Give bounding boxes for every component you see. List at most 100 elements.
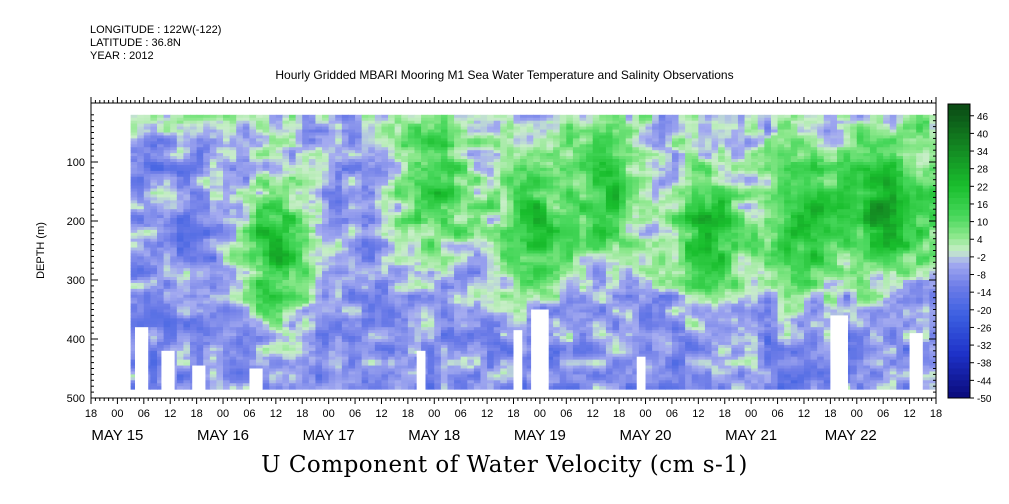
heatmap-cell: [447, 194, 455, 198]
heatmap-cell: [341, 167, 349, 172]
heatmap-cell: [242, 291, 250, 296]
heatmap-cell: [170, 371, 178, 375]
heatmap-cell: [434, 117, 442, 122]
heatmap-cell: [394, 359, 402, 364]
heatmap-cell: [381, 194, 389, 198]
heatmap-cell: [282, 353, 290, 358]
heatmap-cell: [242, 277, 250, 281]
heatmap-cell: [242, 365, 250, 369]
heatmap-cell: [183, 114, 191, 119]
heatmap-cell: [341, 312, 349, 316]
heatmap-cell: [236, 315, 244, 319]
heatmap-cell: [229, 132, 237, 136]
heatmap-cell: [322, 241, 330, 246]
heatmap-cell: [361, 285, 369, 290]
heatmap-cell: [407, 176, 415, 181]
heatmap-cell: [223, 268, 231, 272]
heatmap-cell: [190, 238, 198, 243]
heatmap-cell: [374, 268, 382, 272]
heatmap-cell: [421, 336, 429, 340]
heatmap-cell: [256, 141, 264, 145]
heatmap-cell: [295, 371, 303, 375]
heatmap-cell: [328, 265, 336, 269]
heatmap-cell: [275, 277, 283, 281]
heatmap-cell: [242, 162, 250, 166]
heatmap-cell: [216, 123, 224, 128]
heatmap-cell: [315, 327, 323, 331]
heatmap-cell: [460, 271, 468, 275]
heatmap-cell: [150, 176, 158, 181]
heatmap-cell: [223, 209, 231, 213]
heatmap-cell: [295, 206, 303, 210]
heatmap-cell: [315, 306, 323, 310]
heatmap-cell: [163, 341, 171, 346]
heatmap-cell: [196, 259, 204, 263]
heatmap-cell: [176, 221, 184, 225]
heatmap-cell: [473, 179, 481, 184]
heatmap-cell: [256, 256, 264, 260]
heatmap-cell: [394, 386, 402, 390]
heatmap-cell: [275, 327, 283, 331]
heatmap-cell: [137, 114, 145, 119]
heatmap-cell: [229, 126, 237, 131]
heatmap-cell: [341, 247, 349, 251]
heatmap-cell: [137, 339, 145, 343]
heatmap-cell: [328, 235, 336, 240]
heatmap-cell: [242, 256, 250, 260]
heatmap-cell: [460, 176, 468, 181]
heatmap-cell: [176, 212, 184, 216]
heatmap-cell: [401, 294, 409, 299]
heatmap-cell: [229, 123, 237, 128]
heatmap-cell: [480, 123, 488, 128]
heatmap-cell: [407, 386, 415, 390]
heatmap-cell: [341, 203, 349, 207]
heatmap-cell: [308, 159, 316, 163]
heatmap-cell: [414, 265, 422, 269]
heatmap-cell: [275, 324, 283, 328]
heatmap-cell: [269, 188, 277, 192]
heatmap-cell: [262, 188, 270, 192]
heatmap-cell: [440, 159, 448, 163]
heatmap-cell: [262, 336, 270, 340]
heatmap-cell: [289, 356, 297, 361]
heatmap-cell: [394, 223, 402, 228]
heatmap-cell: [308, 238, 316, 243]
heatmap-cell: [130, 274, 138, 278]
heatmap-cell: [183, 377, 191, 381]
heatmap-cell: [256, 336, 264, 340]
heatmap-cell: [289, 209, 297, 213]
heatmap-cell: [467, 371, 475, 375]
heatmap-cell: [236, 135, 244, 139]
heatmap-cell: [157, 318, 165, 322]
heatmap-cell: [322, 268, 330, 272]
heatmap-cell: [361, 274, 369, 278]
heatmap-cell: [388, 197, 396, 201]
heatmap-cell: [183, 120, 191, 125]
heatmap-cell: [170, 250, 178, 254]
heatmap-cell: [401, 250, 409, 254]
heatmap-cell: [163, 215, 171, 219]
heatmap-cell: [480, 212, 488, 216]
heatmap-cell: [335, 356, 343, 361]
heatmap-cell: [282, 120, 290, 125]
heatmap-cell: [361, 362, 369, 367]
heatmap-cell: [275, 274, 283, 278]
heatmap-cell: [130, 315, 138, 319]
heatmap-cell: [302, 386, 310, 390]
heatmap-cell: [209, 291, 217, 296]
heatmap-cell: [407, 312, 415, 316]
heatmap-cell: [150, 253, 158, 257]
heatmap-cell: [361, 386, 369, 390]
heatmap-cell: [335, 383, 343, 387]
heatmap-cell: [374, 282, 382, 287]
heatmap-cell: [447, 176, 455, 181]
heatmap-cell: [473, 315, 481, 319]
heatmap-cell: [480, 129, 488, 133]
heatmap-cell: [249, 265, 257, 269]
heatmap-cell: [348, 162, 356, 166]
heatmap-cell: [427, 359, 435, 364]
heatmap-cell: [170, 153, 178, 157]
heatmap-cell: [256, 241, 264, 246]
heatmap-cell: [374, 365, 382, 369]
heatmap-cell: [381, 327, 389, 331]
